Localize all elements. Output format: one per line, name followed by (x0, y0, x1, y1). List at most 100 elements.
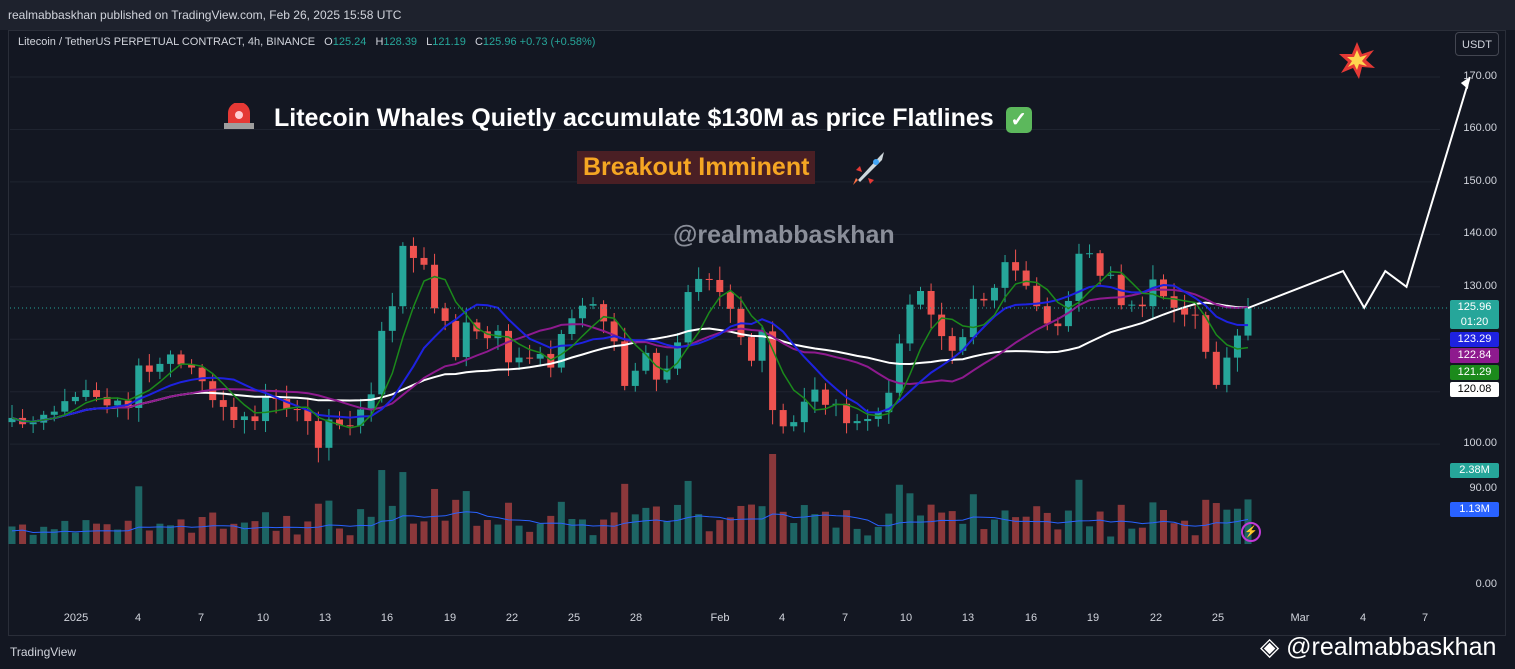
candle (642, 345, 650, 375)
volume-bar (515, 525, 523, 544)
volume-bars (8, 454, 1252, 544)
candle-body (61, 401, 69, 412)
ma-20-line (11, 270, 1249, 429)
candle (526, 344, 534, 364)
open-label: O (324, 36, 333, 48)
volume-bar (1159, 510, 1167, 544)
candle-body (536, 353, 544, 359)
candle-body (1075, 253, 1083, 301)
candle-body (335, 419, 343, 426)
candle (230, 397, 238, 429)
volume-bar (769, 454, 777, 544)
candle-body (219, 400, 227, 407)
symbol-legend[interactable]: Litecoin / TetherUS PERPETUAL CONTRACT, … (18, 36, 595, 48)
tradingview-logo[interactable]: TradingView (10, 645, 76, 659)
volume-bar (695, 514, 703, 544)
candle (1096, 250, 1104, 285)
candle (695, 267, 703, 301)
candle (325, 409, 333, 461)
candle (790, 415, 798, 432)
volume-bar (1233, 508, 1241, 544)
candle (621, 327, 629, 391)
candle (188, 359, 196, 375)
candle-body (188, 364, 196, 368)
candle-body (557, 334, 565, 368)
candle-body (948, 336, 956, 351)
time-axis-label: 13 (318, 612, 332, 624)
volume-bar (938, 512, 946, 544)
candle (895, 334, 903, 402)
candle-body (674, 342, 682, 369)
candle-body (1244, 307, 1252, 336)
volume-bar (642, 507, 650, 544)
currency-button[interactable]: USDT (1455, 32, 1499, 56)
volume-bar (124, 520, 132, 544)
candle (251, 405, 259, 430)
volume-bar (283, 515, 291, 544)
time-axis-label: 7 (841, 612, 849, 624)
volume-bar (652, 506, 660, 544)
candle-body (1086, 253, 1094, 255)
volume-bar (399, 472, 407, 544)
candle (61, 388, 69, 417)
time-axis-label: 22 (505, 612, 519, 624)
candle-body (251, 416, 259, 422)
price-tag: 2.38M (1450, 463, 1499, 478)
candle-body (695, 278, 703, 293)
volume-bar (568, 519, 576, 544)
candle (589, 297, 597, 310)
time-axis-label: 16 (1024, 612, 1038, 624)
candle-body (578, 305, 586, 319)
volume-bar (1064, 510, 1072, 544)
lightning-icon[interactable]: ⚡ (1241, 522, 1261, 542)
volume-bar (357, 509, 365, 544)
candle-body (357, 409, 365, 426)
price-tag: 120.08 (1450, 382, 1499, 397)
volume-bar (705, 531, 713, 544)
price-tag: 1.13M (1450, 502, 1499, 517)
candle-body (304, 410, 312, 422)
volume-bar (272, 530, 280, 544)
candle-body (8, 417, 16, 423)
candle (758, 326, 766, 373)
candle-body (684, 292, 692, 343)
tradingview-logo-text: TradingView (10, 645, 77, 659)
candle (515, 347, 523, 371)
candle (1128, 300, 1136, 312)
volume-bar (230, 523, 238, 544)
candle-body (1138, 304, 1146, 307)
volume-bar (50, 529, 58, 544)
candle (1086, 244, 1094, 258)
volume-bar (621, 483, 629, 544)
volume-bar (948, 511, 956, 544)
volume-bar (631, 514, 639, 544)
ma-100-line (11, 288, 1249, 423)
price-tag-value: 120.08 (1457, 383, 1492, 395)
candle-body (283, 399, 291, 410)
candle (779, 403, 787, 434)
price-tag-countdown: 01:20 (1460, 316, 1489, 328)
symbol-title: Litecoin / TetherUS PERPETUAL CONTRACT, … (18, 36, 316, 48)
candle (663, 355, 671, 384)
candle-body (705, 278, 713, 280)
candle (578, 297, 586, 328)
candle (1054, 317, 1062, 336)
candle-body (399, 245, 407, 307)
volume-bar (198, 517, 206, 544)
volume-bar (1181, 520, 1189, 544)
volume-bar (462, 491, 470, 544)
candle-body (853, 421, 861, 424)
candle (219, 390, 227, 421)
candle (483, 326, 491, 349)
volume-bar (1086, 526, 1094, 544)
candle (917, 286, 925, 310)
candle (832, 399, 840, 417)
volume-bar (832, 527, 840, 544)
candle-body (29, 422, 37, 425)
volume-bar (547, 515, 555, 544)
price-tag: 123.29 (1450, 332, 1499, 347)
candle-body (378, 330, 386, 395)
volume-bar (188, 532, 196, 544)
volume-bar (610, 512, 618, 544)
